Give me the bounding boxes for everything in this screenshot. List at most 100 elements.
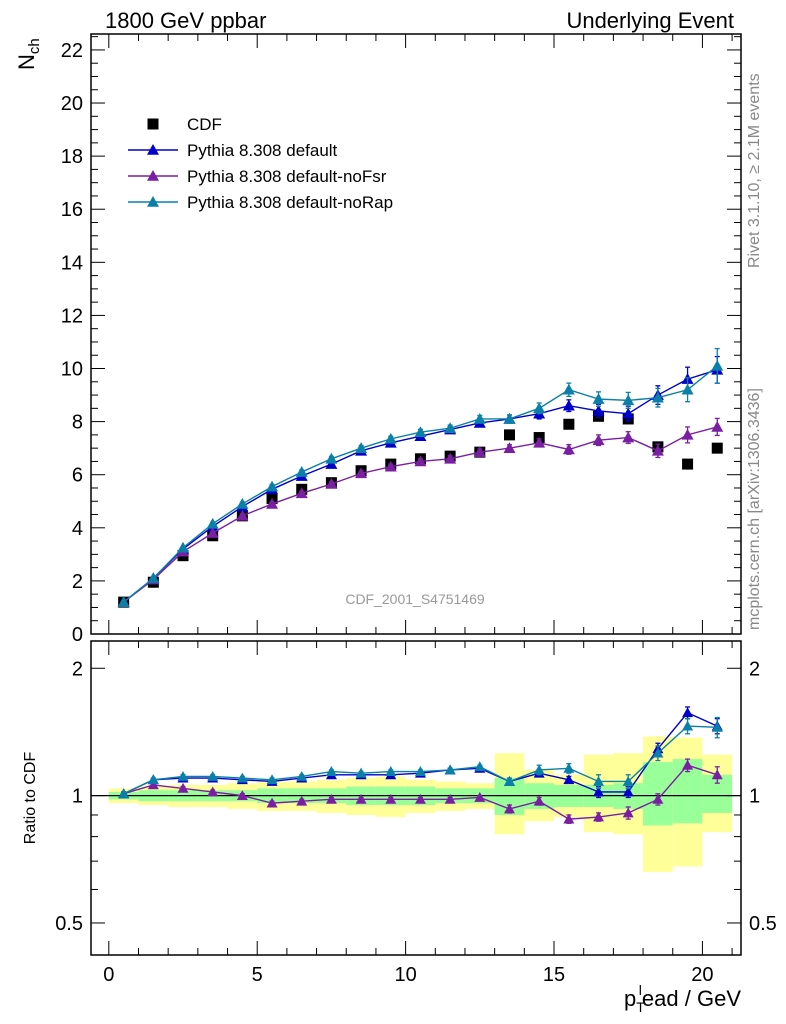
ratio-point-noFsr <box>414 793 426 804</box>
ratio-point-noRap <box>593 775 605 786</box>
ratio-point-noFsr <box>563 813 575 824</box>
series-line-noFsr <box>123 426 718 603</box>
y-tick-label: 18 <box>61 146 83 168</box>
ratio-y-tick-label: 2 <box>72 658 83 680</box>
series-point-noRap <box>206 517 219 529</box>
series-point-noFsr <box>206 527 219 538</box>
series-point-noRap <box>562 383 575 395</box>
series-point-noRap <box>236 497 249 509</box>
ratio-point-noFsr <box>325 793 337 804</box>
x-tick-label: 5 <box>252 964 263 986</box>
y-tick-label: 6 <box>72 465 83 487</box>
y-tick-label: 16 <box>61 199 83 221</box>
analysis-watermark: CDF_2001_S4751469 <box>345 591 485 607</box>
ratio-panel: 0 5 10 15 20 0.5 0.5 1 1 2 2 Ratio to CDF pTlead / G… <box>22 640 777 1015</box>
series-point-noRap <box>266 480 279 492</box>
ratio-point-noRap <box>177 770 189 781</box>
ratio-plot-frame <box>90 640 742 956</box>
series-point-default <box>562 399 575 411</box>
ratio-point-noFsr <box>355 793 367 804</box>
ratio-point-default <box>682 707 694 718</box>
series-point-noFsr <box>355 467 368 479</box>
ratio-point-noRap <box>474 761 486 772</box>
ratio-point-noRap <box>711 721 723 732</box>
series-point-noRap <box>711 359 724 371</box>
x-axis-label: pTlead / GeV <box>624 982 741 1015</box>
ratio-y-tick-label-right: 0.5 <box>749 913 777 935</box>
ratio-point-noFsr <box>474 791 486 802</box>
ratio-point-noRap <box>444 764 456 775</box>
ratio-point-noFsr <box>207 786 219 797</box>
series-point-noFsr <box>384 460 397 472</box>
ratio-point-noRap <box>325 766 337 776</box>
ratio-point-noFsr <box>266 797 278 808</box>
series-point-noFsr <box>651 444 664 456</box>
ratio-point-default <box>593 786 605 797</box>
y-tick-label: 4 <box>72 518 83 540</box>
ratio-y-tick-label-right: 2 <box>749 658 760 680</box>
ratio-point-noFsr <box>147 779 159 790</box>
series-point-noRap <box>533 402 546 414</box>
series-point-noFsr <box>414 455 427 467</box>
cdf-data-point <box>563 418 575 430</box>
ratio-point-noFsr <box>622 807 634 818</box>
series-point-default <box>622 407 635 419</box>
ratio-point-default <box>622 786 634 797</box>
ratio-point-default <box>563 774 575 785</box>
ratio-y-tick-label-right: 1 <box>749 786 760 808</box>
ratio-point-noRap <box>563 762 575 773</box>
series-point-noRap <box>681 383 694 395</box>
y-tick-label: 10 <box>61 359 83 381</box>
series-point-noFsr <box>533 436 546 448</box>
x-tick-label: 0 <box>103 964 114 986</box>
ratio-point-noFsr <box>177 782 189 793</box>
header-right-title: Underlying Event <box>566 8 734 33</box>
ratio-y-tick-label: 1 <box>72 786 83 808</box>
y-tick-label: 12 <box>61 305 83 327</box>
ratio-point-noFsr <box>711 769 723 780</box>
y-tick-label: 20 <box>61 93 83 115</box>
ratio-point-noFsr <box>296 795 308 806</box>
y-tick-label: 8 <box>72 412 83 434</box>
ratio-y-axis-label: Ratio to CDF <box>22 752 39 845</box>
cdf-data-point <box>711 442 723 454</box>
series-point-noFsr <box>562 443 575 455</box>
series-point-noFsr <box>622 431 635 443</box>
ratio-point-noRap <box>385 766 397 776</box>
ratio-point-noRap <box>682 720 694 731</box>
series-point-noFsr <box>503 442 516 453</box>
ratio-point-noRap <box>622 775 634 786</box>
series-point-noRap <box>295 466 308 477</box>
ratio-point-noFsr <box>533 795 545 806</box>
series-point-default <box>592 404 605 416</box>
ratio-point-noFsr <box>682 759 694 770</box>
legend-marker-data <box>147 118 159 130</box>
series-point-noRap <box>444 422 457 434</box>
header-left-title: 1800 GeV ppbar <box>105 8 267 33</box>
series-point-noFsr <box>295 487 308 499</box>
series-point-noFsr <box>473 446 486 457</box>
series-point-noRap <box>384 432 397 444</box>
series-point-noRap <box>117 596 130 607</box>
series-point-noRap <box>651 391 664 403</box>
x-tick-label: 20 <box>691 964 713 986</box>
ratio-point-noFsr <box>444 793 456 804</box>
y-tick-label: 22 <box>61 40 83 62</box>
legend-label-data: CDF <box>187 115 222 134</box>
series-point-noFsr <box>711 420 724 432</box>
series-point-noRap <box>414 426 427 438</box>
series-point-noRap <box>592 393 605 404</box>
series-point-noRap <box>177 541 190 553</box>
ratio-point-noRap <box>414 766 426 776</box>
y-tick-label: 0 <box>72 624 83 646</box>
series-point-noFsr <box>681 428 694 440</box>
series-point-noRap <box>503 412 516 424</box>
main-plot-frame <box>90 33 742 635</box>
legend-label-noRap: Pythia 8.308 default-noRap <box>187 193 393 212</box>
series-point-noRap <box>147 572 160 584</box>
cdf-data-point <box>503 429 515 441</box>
legend-marker-default <box>147 144 159 155</box>
ratio-y-tick-label: 0.5 <box>55 913 83 935</box>
x-tick-label: 15 <box>543 964 565 986</box>
